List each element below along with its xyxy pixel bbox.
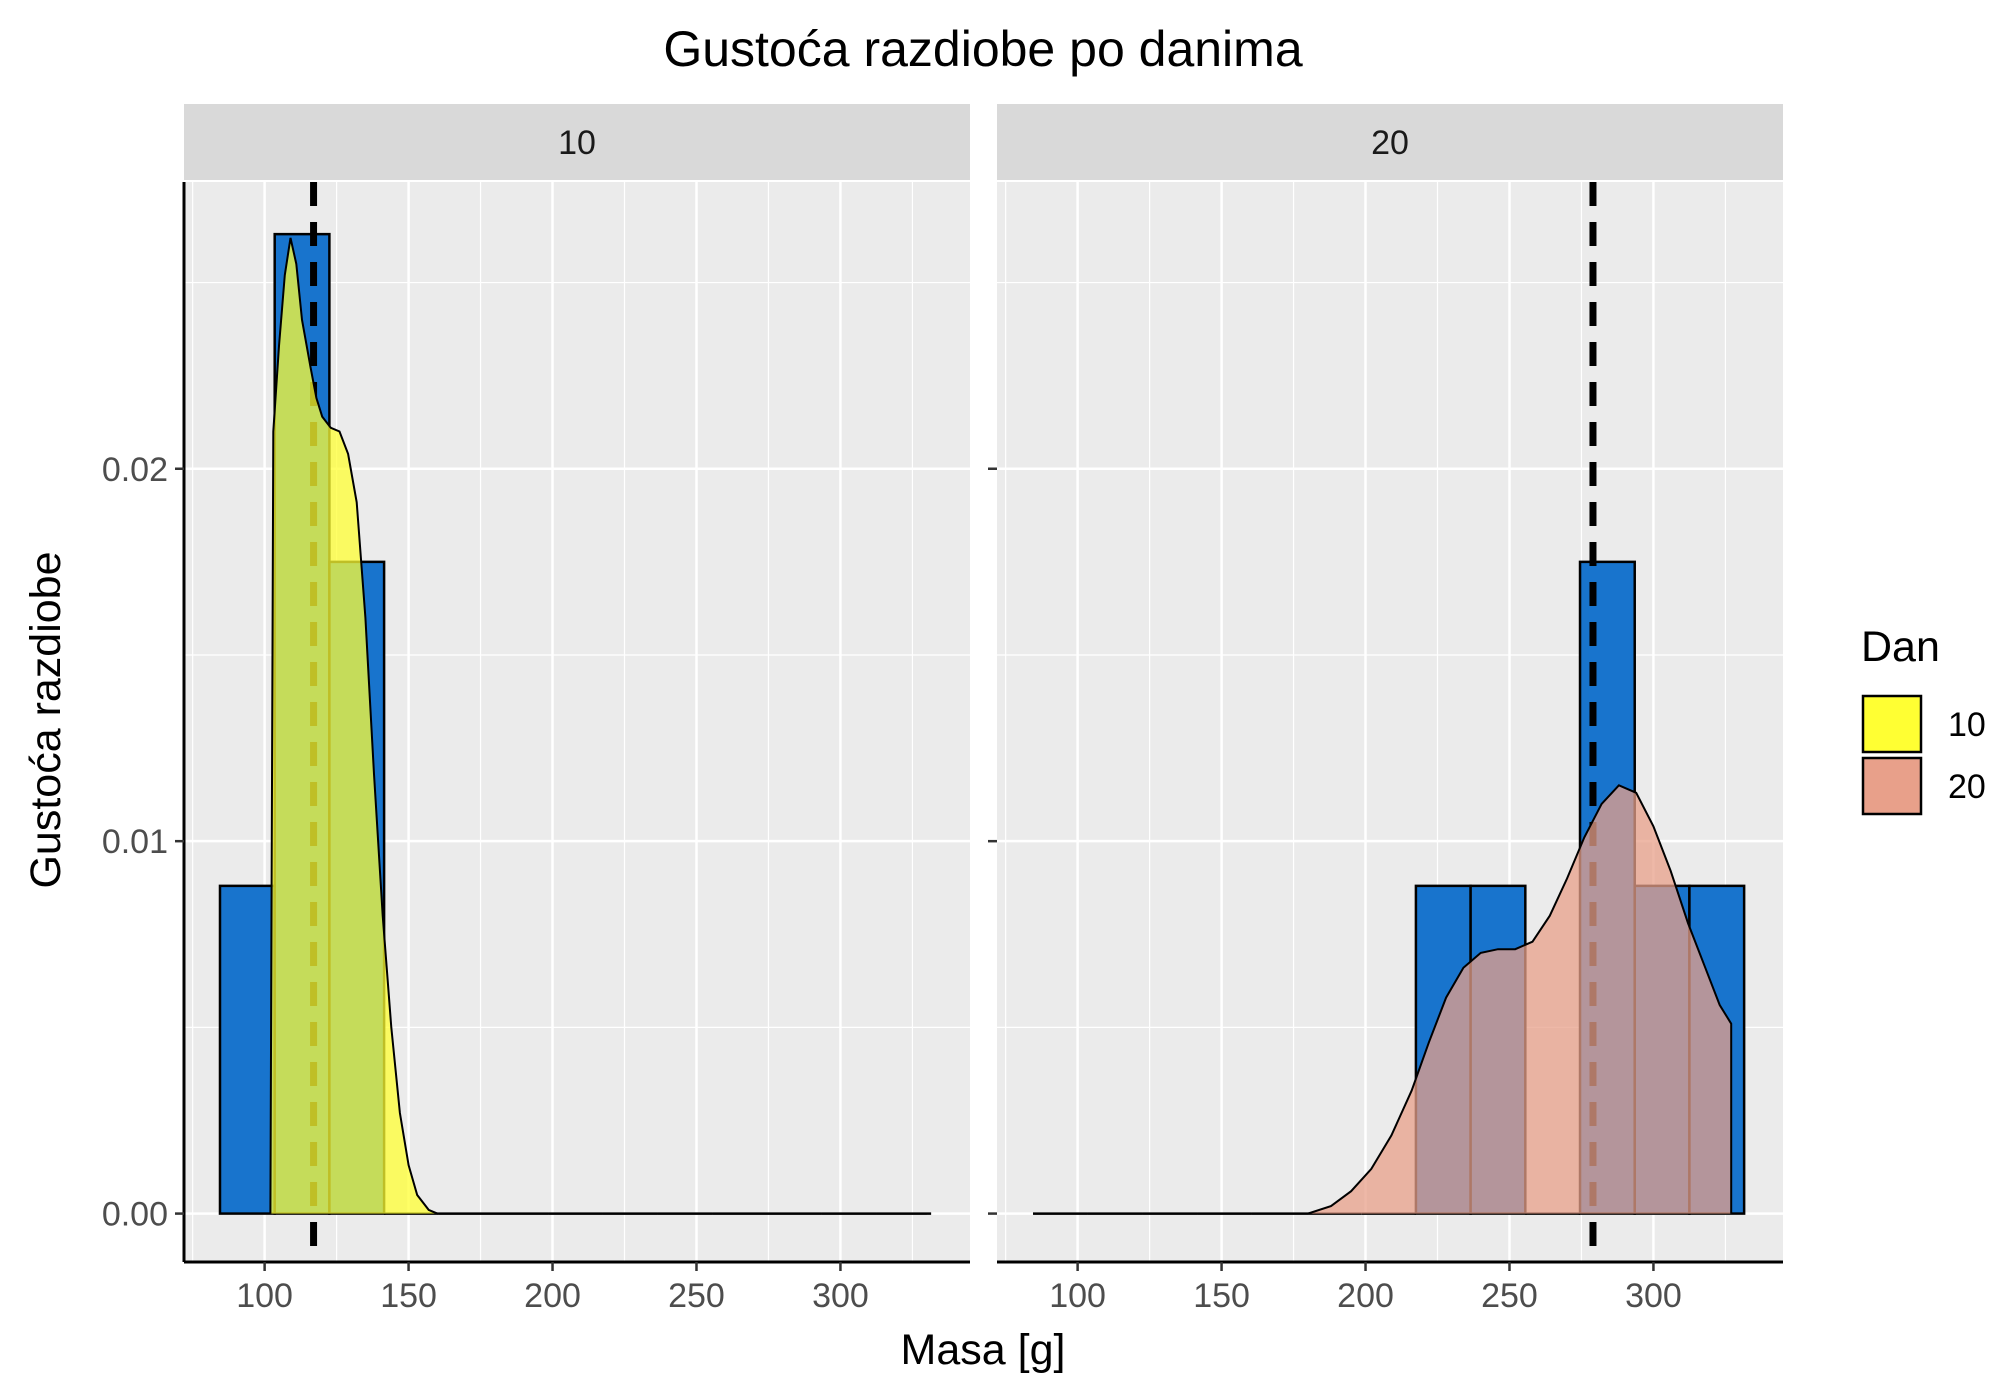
chart-title: Gustoća razdiobe po danima <box>663 21 1302 77</box>
legend-label-20: 20 <box>1948 768 1986 806</box>
x-tick-label: 200 <box>1337 1277 1394 1315</box>
legend: Dan 10 20 <box>1861 623 1986 816</box>
legend-title: Dan <box>1861 623 1940 671</box>
facet-panel-10: 10 100 150 200 250 300 0.00 0.01 0.02 <box>102 104 970 1315</box>
legend-key-10 <box>1861 694 1923 754</box>
x-tick-label: 100 <box>236 1277 293 1315</box>
x-tick-label: 250 <box>668 1277 725 1315</box>
x-tick-label: 300 <box>812 1277 869 1315</box>
y-tick-label: 0.00 <box>102 1196 168 1234</box>
facet-panels: 10 100 150 200 250 300 0.00 0.01 0.02 20 100 150 200… <box>102 104 1783 1315</box>
facet-panel-20: 20 100 150 200 250 300 <box>988 104 1783 1315</box>
y-tick-label: 0.01 <box>102 823 168 861</box>
facet-strip-label: 20 <box>1371 124 1409 162</box>
facet-strip <box>997 104 1783 180</box>
density-area <box>1034 785 1732 1214</box>
density-area <box>270 237 927 1214</box>
x-tick-label: 150 <box>1193 1277 1250 1315</box>
density-curve <box>1034 784 1733 1215</box>
y-axis-title: Gustoća razdiobe <box>22 551 70 888</box>
density-curve <box>269 237 927 1215</box>
y-tick-label: 0.02 <box>102 451 168 489</box>
x-tick-label: 250 <box>1481 1277 1538 1315</box>
histogram-bar <box>218 884 276 1215</box>
x-tick-label: 150 <box>380 1277 437 1315</box>
x-tick-label: 200 <box>524 1277 581 1315</box>
facet-strip-label: 10 <box>558 124 596 162</box>
x-axis-title: Masa [g] <box>901 1326 1066 1374</box>
legend-label-10: 10 <box>1948 706 1986 744</box>
x-tick-label: 300 <box>1625 1277 1682 1315</box>
legend-key-20 <box>1861 756 1923 816</box>
facet-strip <box>184 104 970 180</box>
x-tick-label: 100 <box>1049 1277 1106 1315</box>
